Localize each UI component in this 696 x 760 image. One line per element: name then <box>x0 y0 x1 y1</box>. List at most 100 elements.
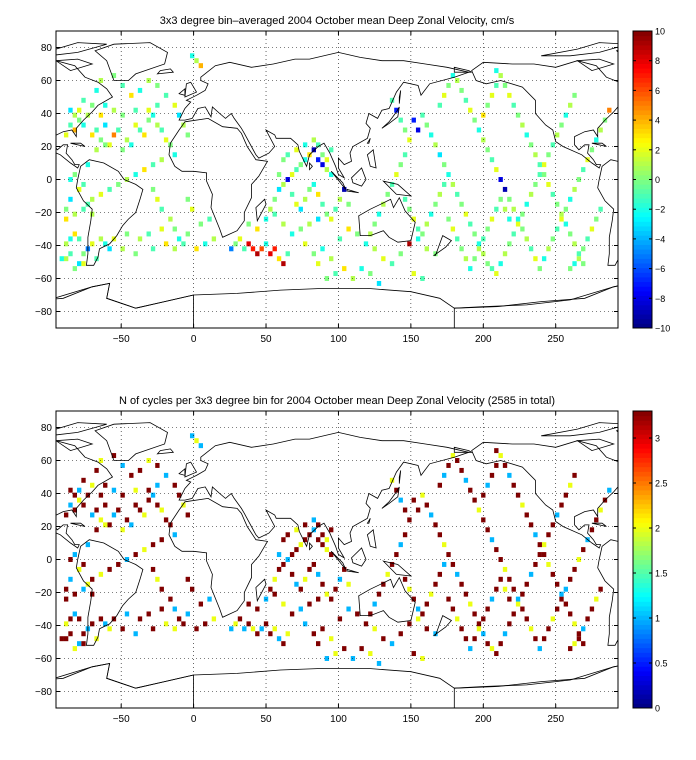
data-cell <box>298 586 303 592</box>
colorbar-band <box>633 438 652 444</box>
data-cell <box>446 462 451 468</box>
data-cell <box>90 576 95 582</box>
data-cell <box>581 547 586 553</box>
data-cell <box>302 576 308 582</box>
coastline <box>471 60 618 169</box>
data-cell <box>502 82 508 88</box>
data-cell <box>246 221 251 227</box>
data-cell <box>81 261 86 267</box>
coastline <box>330 171 347 190</box>
data-cell <box>420 231 425 237</box>
data-cell <box>146 107 151 113</box>
data-cell <box>472 636 477 642</box>
data-cell <box>142 547 147 553</box>
y-tick-label: 80 <box>41 423 53 434</box>
data-cell <box>133 107 138 113</box>
colorbar-band <box>633 582 652 588</box>
data-cell <box>63 512 69 518</box>
colorbar-band <box>633 550 652 556</box>
data-cell <box>520 211 525 217</box>
data-cell <box>124 611 130 617</box>
colorbar-band <box>633 605 652 612</box>
data-cell <box>329 172 334 178</box>
data-cell <box>459 581 464 587</box>
data-cell <box>515 221 521 227</box>
data-cell <box>77 261 82 267</box>
data-cell <box>481 236 486 242</box>
colorbar-band <box>633 40 652 46</box>
data-cell <box>294 527 299 533</box>
colorbar-band <box>633 133 652 139</box>
data-cell <box>424 221 429 227</box>
data-cell <box>129 522 134 528</box>
data-cell <box>559 122 564 128</box>
data-cell <box>268 206 273 212</box>
data-cell <box>185 611 190 617</box>
data-cell <box>176 236 182 242</box>
data-cell <box>315 142 321 148</box>
data-cell <box>315 261 321 267</box>
data-cell <box>520 226 525 232</box>
data-cell <box>424 502 429 508</box>
data-cell <box>533 636 538 642</box>
data-cell <box>255 251 260 257</box>
data-cell <box>424 626 429 632</box>
colorbar-band <box>633 263 652 269</box>
data-cell <box>159 507 164 513</box>
data-cell <box>90 512 95 518</box>
colorbar-band <box>633 188 652 194</box>
coastline <box>56 438 94 452</box>
coastline <box>156 448 175 455</box>
data-cell <box>272 626 277 632</box>
data-cell <box>394 552 399 558</box>
data-cell <box>68 616 73 622</box>
colorbar-band <box>633 587 652 593</box>
data-cell <box>563 221 569 227</box>
data-cell <box>103 502 108 508</box>
cycles-colorbar-bands <box>633 411 652 709</box>
colorbar-band <box>633 652 652 658</box>
data-cell <box>524 581 529 587</box>
data-cell <box>476 246 482 252</box>
data-cell <box>146 117 151 123</box>
colorbar-band <box>633 684 652 690</box>
data-cell <box>94 467 99 473</box>
data-cell <box>289 552 295 558</box>
data-cell <box>81 561 86 567</box>
data-cell <box>594 137 599 143</box>
data-cell <box>485 606 490 612</box>
data-cell <box>68 196 73 202</box>
data-cell <box>85 112 91 118</box>
colorbar-band <box>633 170 652 176</box>
y-tick-label: −40 <box>35 621 52 632</box>
colorbar-band <box>633 137 652 143</box>
data-cell <box>320 162 325 168</box>
data-cell <box>289 231 295 237</box>
data-cell <box>268 631 273 637</box>
data-cell <box>502 586 508 592</box>
data-cell <box>307 186 312 192</box>
data-cell <box>285 557 290 562</box>
data-cell <box>394 107 399 113</box>
data-cell <box>159 606 164 612</box>
data-cell <box>63 596 69 602</box>
data-cell <box>72 507 78 513</box>
data-cell <box>124 231 130 237</box>
data-cell <box>63 621 69 627</box>
coastline <box>56 60 114 169</box>
data-cell <box>472 611 477 617</box>
data-cell <box>459 626 464 632</box>
data-cell <box>572 92 577 98</box>
data-cell <box>507 241 512 247</box>
colorbar-band <box>633 698 652 704</box>
data-cell <box>133 122 138 128</box>
data-cell <box>568 482 573 488</box>
data-cell <box>146 497 151 503</box>
data-cell <box>129 142 134 148</box>
data-cell <box>298 226 303 232</box>
data-cell <box>546 532 551 538</box>
colorbar-band <box>633 703 652 709</box>
data-cell <box>150 112 156 118</box>
colorbar-band <box>633 489 652 496</box>
data-cell <box>90 482 95 488</box>
